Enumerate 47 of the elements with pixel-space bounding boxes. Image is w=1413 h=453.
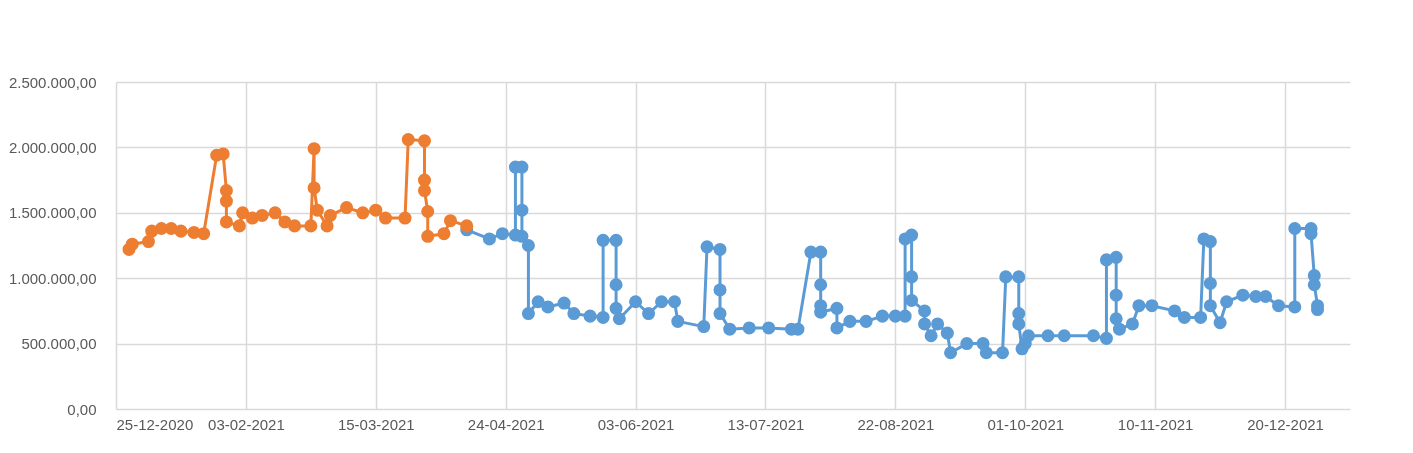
point: [443, 214, 457, 228]
point: [236, 206, 250, 220]
point: [310, 203, 324, 217]
point: [141, 235, 155, 249]
point: [356, 206, 370, 220]
point: [340, 201, 354, 215]
y-tick-label: 2.500.000,00: [8, 73, 97, 91]
point: [304, 219, 318, 233]
point: [323, 208, 337, 222]
point: [369, 203, 383, 217]
point: [219, 215, 233, 229]
point: [421, 229, 435, 243]
point: [216, 147, 230, 161]
x-tick-label: 13-07-2021: [727, 415, 805, 433]
point: [232, 219, 246, 233]
point: [379, 211, 393, 225]
point: [268, 206, 282, 220]
point: [288, 219, 302, 233]
point: [421, 204, 435, 218]
point: [417, 134, 432, 148]
point: [460, 219, 474, 233]
x-tick-label: 03-02-2021: [208, 415, 285, 433]
point: [437, 227, 451, 241]
x-tick-label: 24-04-2021: [467, 415, 545, 433]
x-tick-label: 15-03-2021: [337, 415, 415, 433]
point: [417, 184, 432, 198]
point: [219, 184, 233, 198]
point: [125, 237, 139, 251]
x-tick-label: 10-11-2021: [1117, 415, 1194, 433]
point: [398, 211, 412, 225]
point: [307, 181, 321, 195]
point: [197, 227, 211, 241]
y-tick-label: 1.500.000,00: [8, 204, 97, 222]
point: [174, 224, 188, 238]
x-tick-label: 03-06-2021: [597, 415, 675, 433]
y-tick-label: 0,00: [67, 400, 97, 418]
point: [219, 194, 233, 208]
x-tick-label: 25-12-2020: [116, 415, 194, 433]
point: [307, 142, 321, 156]
y-tick-label: 1.000.000,00: [8, 269, 97, 287]
y-tick-label: 2.000.000,00: [8, 138, 97, 156]
point: [255, 208, 269, 222]
x-tick-label: 20-12-2021: [1247, 415, 1324, 433]
x-tick-label: 01-10-2021: [987, 415, 1065, 433]
point: [401, 133, 415, 147]
x-tick-label: 22-08-2021: [857, 415, 935, 433]
y-tick-label: 500.000,00: [21, 335, 97, 353]
